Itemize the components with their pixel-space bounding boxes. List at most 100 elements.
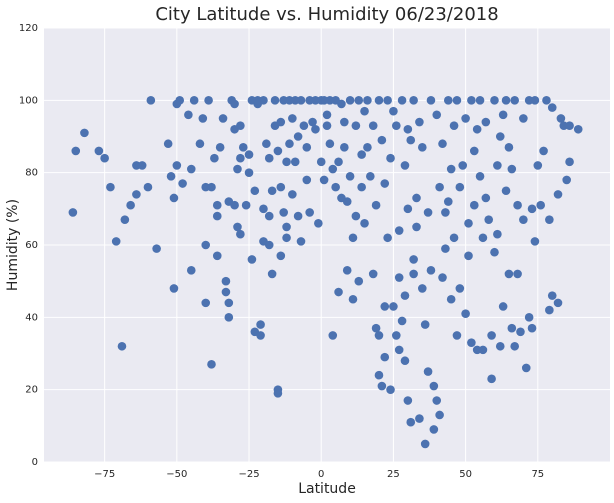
point <box>536 200 545 210</box>
point <box>348 233 358 243</box>
point <box>94 146 104 156</box>
x-tick-label: −75 <box>94 469 115 480</box>
point <box>392 331 401 340</box>
point <box>464 219 473 228</box>
point <box>394 226 404 235</box>
point <box>221 287 231 297</box>
point <box>487 374 496 384</box>
point <box>409 255 418 264</box>
point <box>152 244 161 253</box>
point <box>296 237 306 246</box>
point <box>316 157 326 167</box>
point <box>264 211 274 221</box>
point <box>553 190 563 199</box>
point <box>100 153 109 163</box>
point <box>498 110 508 120</box>
point <box>527 204 537 214</box>
point <box>371 200 381 210</box>
point <box>504 269 514 279</box>
point <box>207 360 216 369</box>
point <box>412 222 421 232</box>
point <box>547 103 557 112</box>
point <box>435 410 444 420</box>
point <box>389 302 398 311</box>
point <box>319 175 329 185</box>
point <box>230 99 239 109</box>
point <box>288 114 297 123</box>
point <box>516 327 525 337</box>
point <box>305 208 314 217</box>
point <box>490 96 499 105</box>
x-axis-label: Latitude <box>298 481 356 497</box>
point <box>441 208 450 217</box>
point <box>481 193 491 203</box>
point <box>238 143 248 152</box>
x-tick-label: 25 <box>387 469 400 480</box>
point <box>264 153 274 163</box>
point <box>565 157 574 167</box>
y-tick-label: 20 <box>25 385 38 396</box>
point <box>449 233 459 243</box>
point <box>106 182 115 192</box>
point <box>547 291 557 300</box>
point <box>340 117 349 127</box>
point <box>374 370 384 380</box>
y-tick-label: 120 <box>19 23 38 34</box>
point <box>377 135 387 145</box>
point <box>357 182 366 192</box>
point <box>282 222 291 232</box>
point <box>435 182 444 192</box>
point <box>296 96 306 105</box>
point <box>236 121 245 130</box>
point <box>452 96 462 105</box>
point <box>389 106 398 116</box>
point <box>545 305 554 315</box>
point <box>198 114 208 123</box>
point <box>342 266 352 275</box>
point <box>204 96 213 105</box>
point <box>146 96 156 105</box>
point <box>507 323 517 333</box>
point <box>366 171 375 181</box>
point <box>293 211 303 221</box>
point <box>539 146 548 156</box>
point <box>276 117 286 127</box>
point <box>429 381 439 391</box>
point <box>264 240 274 250</box>
point <box>351 211 361 221</box>
point <box>111 237 121 246</box>
point <box>368 121 378 130</box>
point <box>498 302 508 311</box>
point <box>573 124 583 134</box>
point <box>545 215 554 224</box>
point <box>273 146 283 156</box>
point <box>556 114 566 123</box>
point <box>163 139 173 149</box>
point <box>403 396 413 405</box>
point <box>458 161 468 170</box>
point <box>504 143 514 152</box>
point <box>285 139 294 149</box>
point <box>259 204 268 214</box>
point <box>311 124 320 134</box>
point <box>490 247 499 257</box>
point <box>201 298 211 308</box>
point <box>562 175 571 185</box>
point <box>247 255 257 264</box>
point <box>345 171 355 181</box>
point <box>513 269 522 279</box>
point <box>137 161 147 170</box>
point <box>409 269 418 279</box>
point <box>207 182 216 192</box>
point <box>279 208 288 217</box>
point <box>270 96 280 105</box>
point <box>256 320 265 329</box>
point <box>215 143 225 152</box>
point <box>461 114 470 123</box>
point <box>501 96 511 105</box>
point <box>449 121 459 130</box>
point <box>386 385 395 394</box>
point <box>426 266 436 275</box>
point <box>400 356 410 366</box>
point <box>446 294 456 304</box>
